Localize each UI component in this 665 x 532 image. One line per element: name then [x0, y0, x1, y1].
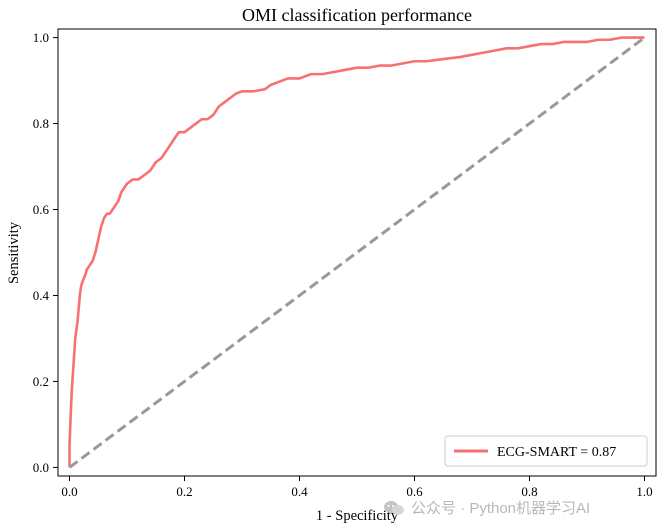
x-tick-label: 0.0 — [61, 484, 77, 499]
x-tick-label: 0.8 — [521, 484, 537, 499]
legend-box — [444, 435, 648, 467]
y-tick-label: 0.6 — [33, 202, 50, 217]
x-tick-label: 0.4 — [291, 484, 308, 499]
plot-area: 0.0 0.2 0.4 0.6 0.8 1.0 0.0 0.2 0.4 0.6 0.8 1.0 — [33, 28, 657, 499]
x-tick-label: 0.2 — [176, 484, 192, 499]
legend-label: ECG-SMART = 0.87 — [497, 445, 616, 460]
chance-diagonal-line — [68, 36, 646, 469]
legend: ECG-SMART = 0.87 — [444, 435, 648, 467]
y-tick-label: 0.4 — [33, 288, 50, 303]
chart-title: OMI classification performance — [242, 5, 472, 25]
x-tick-label: 1.0 — [636, 484, 652, 499]
y-tick-label: 0.0 — [33, 460, 49, 475]
roc-curve-line — [68, 36, 645, 468]
y-tick-label: 1.0 — [33, 30, 49, 45]
watermark-text: 公众号 · Python机器学习AI — [411, 500, 591, 517]
plot-frame — [57, 28, 657, 477]
y-tick-label: 0.8 — [33, 116, 49, 131]
y-axis-label: Sensitivity — [6, 221, 22, 284]
watermark: 公众号 · Python机器学习AI — [383, 497, 590, 518]
x-axis-label: 1 - Specificity — [316, 508, 399, 524]
wechat-icon — [384, 500, 404, 515]
y-tick-label: 0.2 — [33, 374, 49, 389]
x-tick-label: 0.6 — [406, 484, 423, 499]
